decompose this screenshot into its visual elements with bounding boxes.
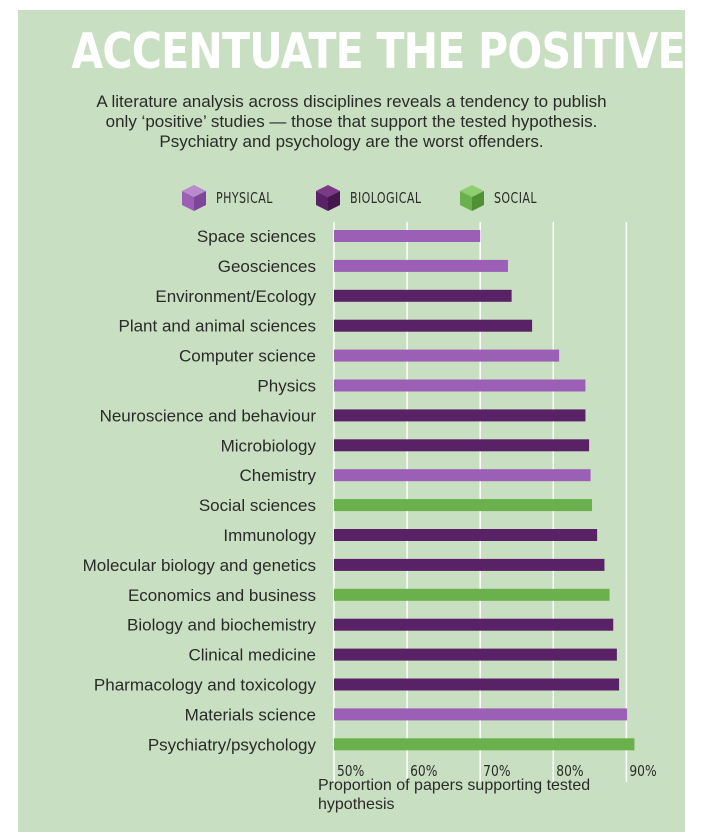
bar <box>334 618 614 631</box>
bar <box>334 349 560 362</box>
tick-labels: 50% 60% 70% 80% 90% <box>337 763 657 780</box>
category-label: Economics and business <box>128 586 316 605</box>
category-label: Immunology <box>223 526 316 545</box>
cube-icon <box>182 185 206 211</box>
bar <box>334 738 635 751</box>
category-label: Chemistry <box>239 466 316 485</box>
subtitle-line: only ‘positive’ studies — those that sup… <box>105 112 598 131</box>
category-label: Pharmacology and toxicology <box>94 676 317 695</box>
bar <box>334 409 586 422</box>
bar <box>334 319 533 332</box>
x-tick-label: 90% <box>629 763 656 780</box>
category-label: Geosciences <box>218 257 316 276</box>
category-label: Microbiology <box>221 436 317 455</box>
bar <box>334 379 586 392</box>
category-label: Plant and animal sciences <box>118 317 316 336</box>
category-label: Social sciences <box>199 496 316 515</box>
subtitle-line: A literature analysis across disciplines… <box>96 92 607 111</box>
category-label: Neuroscience and behaviour <box>100 406 317 425</box>
chart-subtitle: A literature analysis across disciplines… <box>28 92 675 152</box>
bar <box>334 588 610 601</box>
bar <box>334 469 591 482</box>
legend-label: PHYSICAL <box>216 189 273 207</box>
category-labels: Space sciences Geosciences Environment/Eco… <box>83 227 317 754</box>
category-label: Molecular biology and genetics <box>83 556 316 575</box>
category-label: Psychiatry/psychology <box>148 735 317 754</box>
category-label: Computer science <box>179 347 316 366</box>
category-label: Biology and biochemistry <box>127 616 316 635</box>
subtitle-line: Psychiatry and psychology are the worst … <box>159 132 544 151</box>
cube-icon <box>460 185 484 211</box>
bar <box>334 289 512 302</box>
legend-item-physical: PHYSICAL <box>180 180 285 216</box>
legend: PHYSICAL BIOLOGICAL SOCIAL <box>18 180 685 216</box>
legend-item-biological: BIOLOGICAL <box>314 180 437 216</box>
category-label: Clinical medicine <box>188 646 316 665</box>
bar <box>334 499 593 512</box>
chart-title: ACCENTUATE THE POSITIVE <box>71 23 685 80</box>
x-tick-label: 50% <box>337 763 364 780</box>
bars <box>334 230 635 751</box>
x-tick-label: 60% <box>410 763 437 780</box>
category-label: Physics <box>257 377 316 396</box>
category-label: Environment/Ecology <box>155 287 316 306</box>
bar <box>334 558 605 571</box>
category-label: Space sciences <box>197 227 316 246</box>
category-label: Materials science <box>185 705 316 724</box>
bar <box>334 678 620 691</box>
bar <box>334 230 481 242</box>
cube-icon <box>316 185 340 211</box>
content-layer: ACCENTUATE THE POSITIVE A literature ana… <box>18 10 686 832</box>
bar <box>334 708 628 721</box>
legend-item-social: SOCIAL <box>458 180 546 216</box>
bar <box>334 259 508 272</box>
legend-label: BIOLOGICAL <box>350 189 422 207</box>
bar <box>334 648 617 661</box>
legend-label: SOCIAL <box>494 189 537 207</box>
x-axis-label: Proportion of papers supporting tested h… <box>318 777 591 813</box>
x-tick-label: 80% <box>556 763 583 780</box>
x-tick-label: 70% <box>483 763 510 780</box>
bar <box>334 439 590 452</box>
bar <box>334 529 598 541</box>
